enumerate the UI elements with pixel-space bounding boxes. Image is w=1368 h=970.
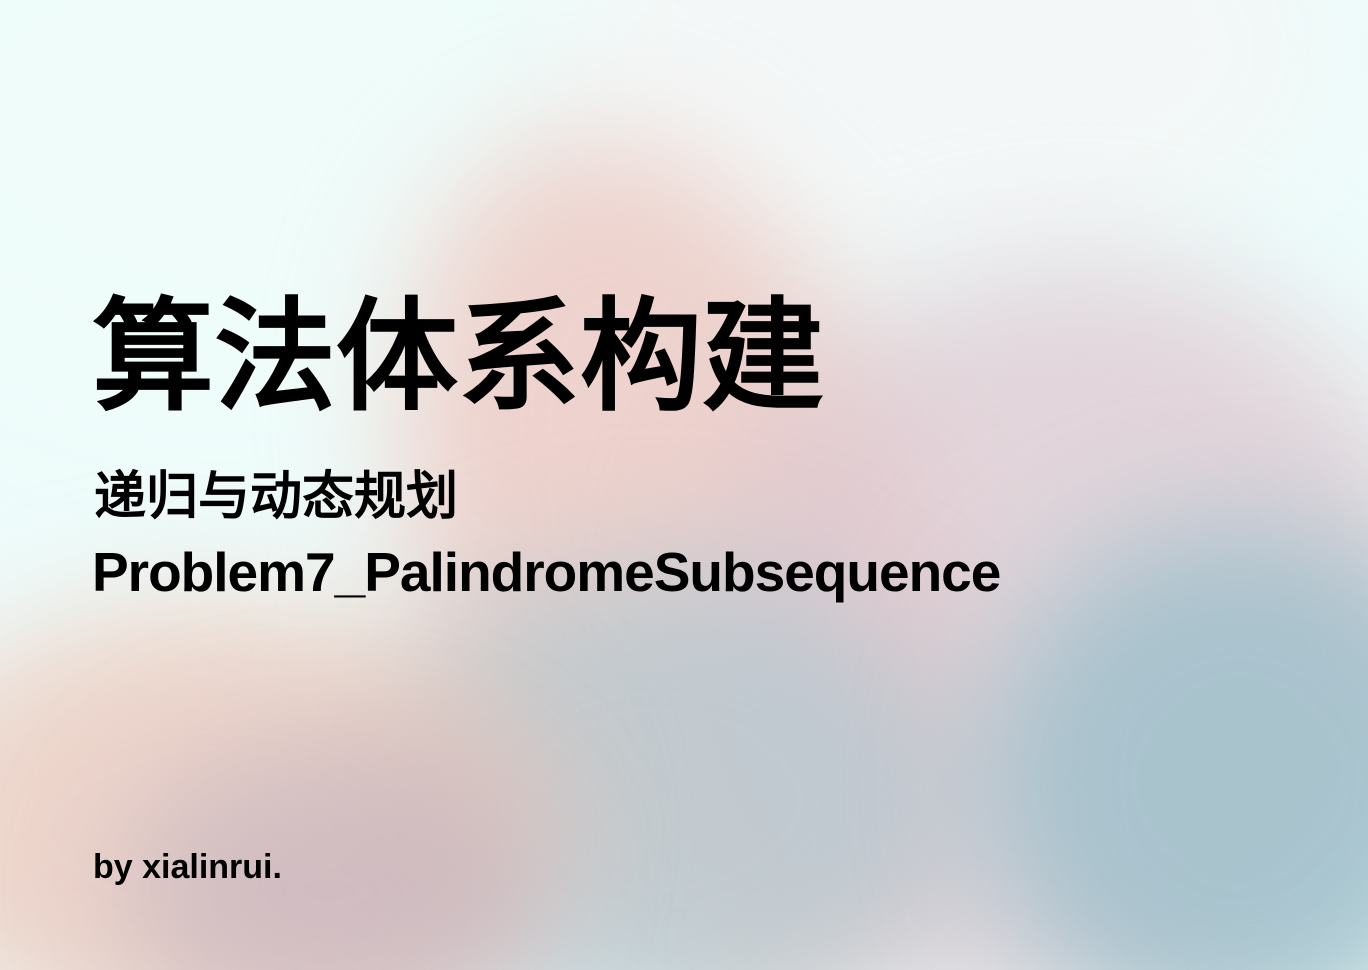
bg-blob	[120, 740, 540, 970]
author-credit: by xialinrui.	[93, 848, 282, 886]
slide-title: 算法体系构建	[92, 289, 824, 425]
problem-name: Problem7_PalindromeSubsequence	[92, 541, 1001, 603]
slide-subtitle: 递归与动态规划	[94, 468, 459, 526]
